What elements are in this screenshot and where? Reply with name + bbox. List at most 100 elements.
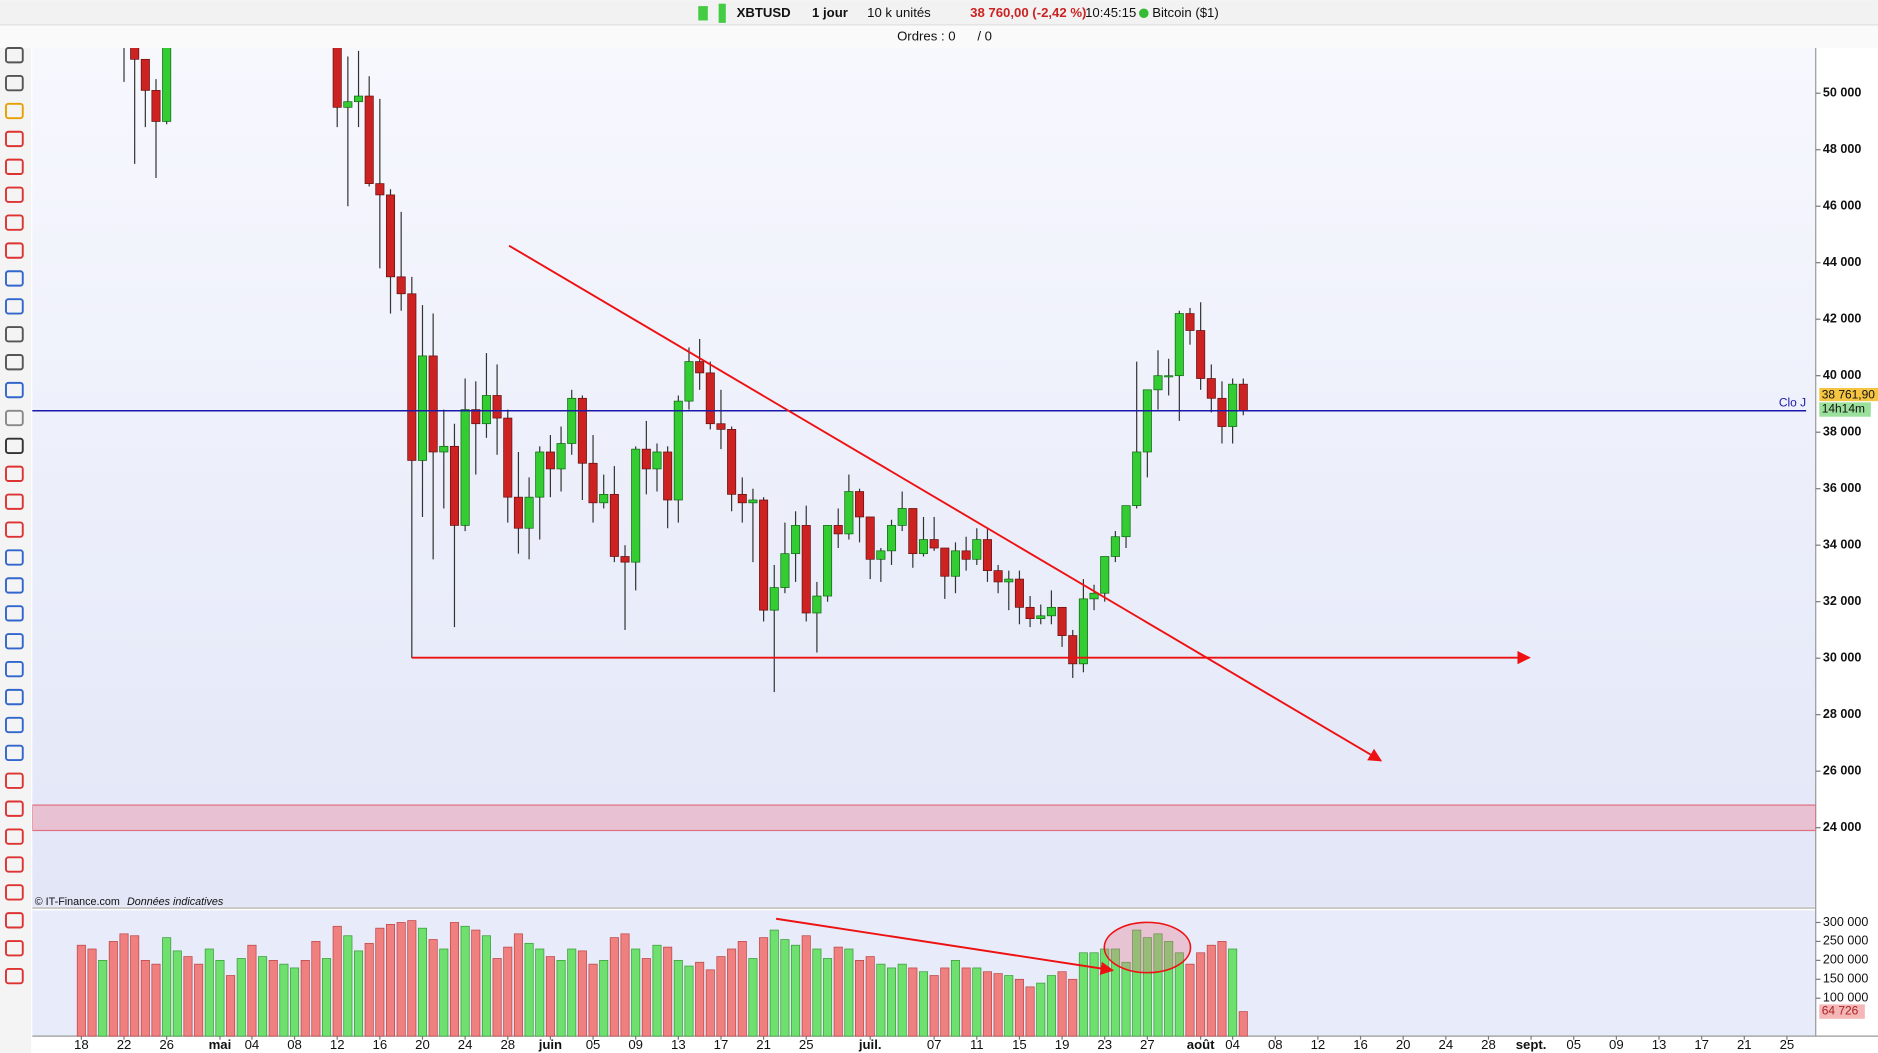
volume-bar (791, 944, 801, 1037)
candle-body (503, 417, 513, 498)
tool-icon[interactable] (5, 744, 24, 762)
volume-bar (130, 935, 140, 1037)
y-tick-label: 24 000 (1823, 820, 1861, 834)
tool-icon[interactable] (5, 102, 24, 120)
tool-icon[interactable] (5, 214, 24, 231)
x-tick-label: 17 (1694, 1037, 1709, 1052)
icon[interactable] (718, 3, 726, 23)
candle-body (940, 547, 950, 577)
tool-icon[interactable] (5, 437, 24, 455)
tool-icon[interactable] (5, 130, 24, 148)
tool-icon[interactable] (5, 912, 24, 929)
tool-icon[interactable] (5, 828, 24, 845)
volume-bar (449, 922, 459, 1037)
tool-icon[interactable] (5, 549, 24, 566)
volume-tick-label: 150 000 (1823, 972, 1868, 986)
tool-icon[interactable] (5, 605, 24, 622)
tools (5, 47, 24, 985)
tool-icon[interactable] (5, 688, 24, 706)
tool-icon[interactable] (5, 856, 24, 873)
candle-body (513, 496, 523, 529)
candle-body (577, 397, 587, 464)
tool-icon[interactable] (5, 967, 24, 985)
volume-bar (748, 958, 758, 1037)
zone (32, 804, 1816, 832)
x-tick-label: sept. (1516, 1037, 1547, 1052)
tool-icon[interactable] (5, 270, 24, 287)
tool-icon[interactable] (5, 716, 24, 734)
countdown-box (1819, 402, 1871, 417)
candle-body (1004, 578, 1014, 583)
units[interactable]: 10 k unités (867, 5, 931, 20)
tool-icon[interactable] (5, 381, 24, 399)
candle-body (385, 194, 396, 278)
tool-icon[interactable] (5, 633, 24, 650)
volume-bar (300, 960, 310, 1037)
volume-bar (1068, 978, 1078, 1037)
candle-body (652, 451, 662, 470)
volume-bar (972, 967, 982, 1037)
tool-icon[interactable] (5, 74, 24, 92)
quote: 38 760,00 (-2,42 %) (970, 5, 1086, 20)
volume-bar (417, 927, 428, 1037)
volume-bar (172, 950, 182, 1037)
volume-bar (1228, 948, 1238, 1037)
tool-icon[interactable] (5, 493, 24, 510)
x-tick-label: 09 (628, 1037, 643, 1052)
volume-bar (886, 967, 897, 1037)
tool-icon[interactable] (5, 465, 24, 482)
tool-icon[interactable] (5, 577, 24, 594)
tool-icon[interactable] (5, 409, 24, 427)
volume-bar (247, 944, 257, 1037)
volume-bar (641, 958, 651, 1037)
tool-icon[interactable] (5, 772, 24, 789)
volume-bar (1185, 963, 1195, 1037)
volume-bar (1036, 982, 1046, 1037)
x-tick-label: 16 (373, 1037, 388, 1052)
volume-bar (183, 956, 193, 1037)
tool-icon[interactable] (5, 326, 24, 343)
candle-body (556, 443, 566, 470)
candle-body (886, 525, 897, 552)
tool-icon[interactable] (5, 800, 24, 817)
candle-body (780, 553, 790, 588)
candle-body (1014, 578, 1024, 608)
tool-icon[interactable] (5, 158, 24, 175)
volume-bar (918, 971, 929, 1037)
period[interactable]: 1 jour (812, 5, 848, 20)
status-dot (1139, 8, 1149, 19)
volume-bar (1078, 952, 1088, 1037)
icon[interactable] (698, 6, 708, 21)
volume-plot (76, 920, 1248, 1037)
tool-icon[interactable] (5, 940, 24, 957)
candle-body (599, 493, 609, 504)
volume-highlight[interactable] (1103, 921, 1192, 974)
candle-body (364, 95, 374, 184)
candle-body (801, 525, 811, 614)
tool-icon[interactable] (5, 661, 24, 678)
trend-line[interactable] (508, 244, 1383, 762)
countdown: 14h14m (1822, 402, 1865, 416)
tool-icon[interactable] (5, 354, 24, 371)
price-tag-box (1819, 387, 1878, 402)
x-tick-label: 28 (1481, 1037, 1496, 1052)
candle-body (1121, 505, 1131, 538)
candle-body (460, 409, 470, 526)
candle-body (631, 448, 641, 563)
volume-trend[interactable] (775, 917, 1114, 976)
symbol[interactable]: XBTUSD (737, 5, 791, 20)
volume-bar (993, 973, 1003, 1037)
volume-bar (524, 942, 534, 1037)
volume-bar (982, 971, 992, 1037)
candle-body (428, 355, 438, 453)
volume-bar (663, 946, 673, 1037)
volume-bar (332, 925, 342, 1037)
tool-icon[interactable] (5, 242, 24, 259)
volume-bar (620, 933, 630, 1037)
volume-bar (503, 946, 513, 1037)
tool-icon[interactable] (5, 47, 24, 64)
tool-icon[interactable] (5, 521, 24, 538)
tool-icon[interactable] (5, 186, 24, 203)
tool-icon[interactable] (5, 884, 24, 901)
tool-icon[interactable] (5, 298, 24, 315)
